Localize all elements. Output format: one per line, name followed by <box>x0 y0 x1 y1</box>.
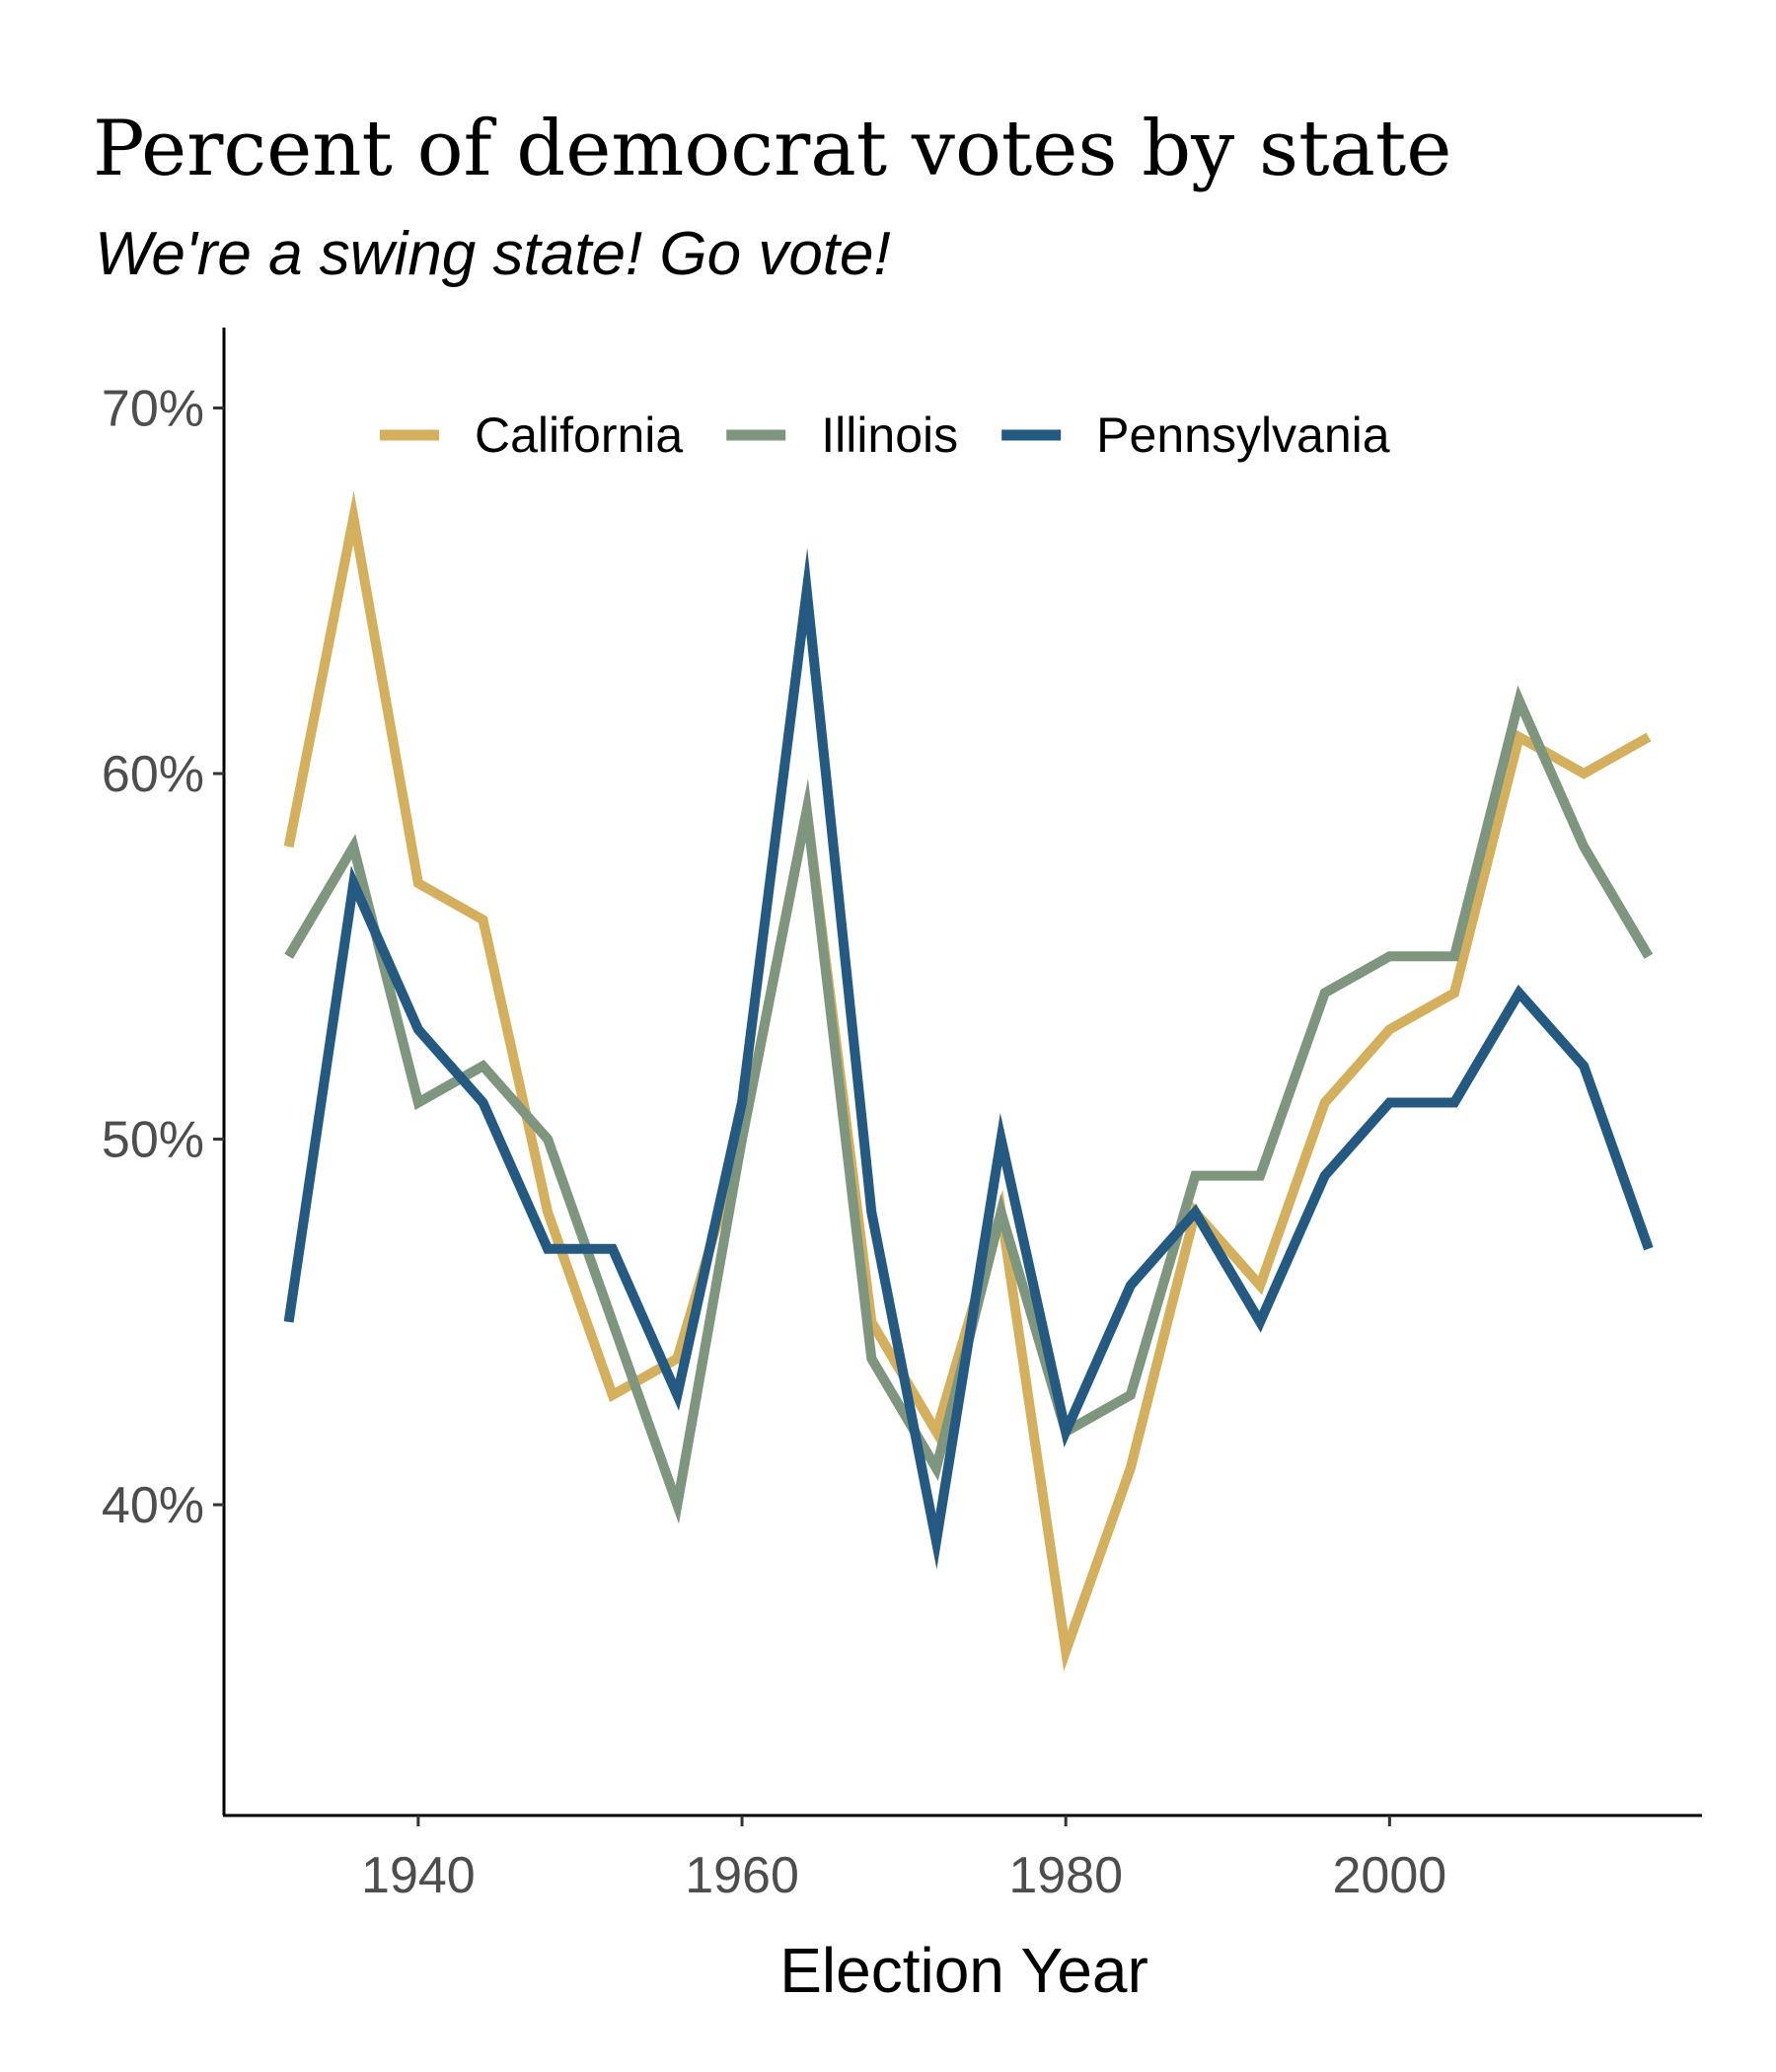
legend-label-california: California <box>475 407 683 463</box>
y-tick-label: 50% <box>102 1112 204 1169</box>
chart-title: Percent of democrat votes by state <box>93 105 1452 193</box>
legend-label-pennsylvania: Pennsylvania <box>1096 407 1390 463</box>
x-tick-label: 1980 <box>1008 1847 1123 1904</box>
x-axis-title: Election Year <box>779 1935 1148 2006</box>
ticks-layer: 40% 50% 60% 70% 1940 1960 1980 2000 <box>102 381 1446 1904</box>
y-tick-label: 60% <box>102 746 204 803</box>
legend-label-illinois: Illinois <box>821 407 958 463</box>
y-tick-label: 40% <box>102 1477 204 1534</box>
x-tick-label: 1960 <box>685 1847 799 1904</box>
x-tick-label: 1940 <box>361 1847 476 1904</box>
axes-layer <box>222 328 1702 1817</box>
x-tick-label: 2000 <box>1332 1847 1446 1904</box>
legend: California Illinois Pennsylvania <box>380 407 1390 463</box>
series-layer <box>283 490 1654 1671</box>
series-line-pennsylvania <box>283 548 1654 1570</box>
chart-subtitle: We're a swing state! Go vote! <box>95 220 891 288</box>
y-tick-label: 70% <box>102 381 204 438</box>
